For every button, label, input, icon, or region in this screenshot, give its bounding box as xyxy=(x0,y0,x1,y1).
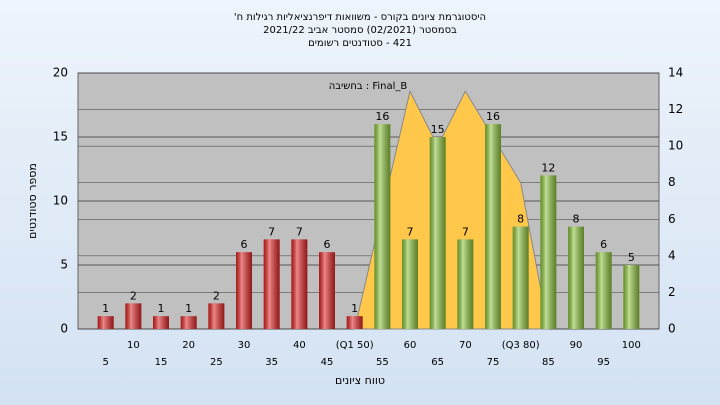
y-tick-label: 5 xyxy=(60,258,68,272)
value-label: 5 xyxy=(628,251,635,264)
x-tick-label: 35 xyxy=(265,357,278,368)
bar-shine xyxy=(180,316,197,329)
bar-shine xyxy=(319,252,335,329)
y2-tick-label: 8 xyxy=(668,175,676,189)
y2-tick-label: 12 xyxy=(668,102,683,116)
title-line: היסטוגרמת ציונים בקורס - משוואות דיפרנצי… xyxy=(234,12,486,23)
annotation: בחשיבה : Final_B xyxy=(329,81,408,92)
bar-shine xyxy=(512,226,529,329)
title-line: 421 - סטודנטים רשומים xyxy=(308,38,412,49)
value-label: 8 xyxy=(573,213,580,226)
value-label: 7 xyxy=(407,225,414,238)
x-tick-label: (Q3 80) xyxy=(502,340,540,351)
bar-shine xyxy=(153,316,169,329)
title-line: בסמסטר (02/2021) סמסטר אביב 2021/22 xyxy=(263,25,457,36)
bar-shine xyxy=(263,239,280,329)
x-tick-label: 10 xyxy=(127,340,140,351)
y2-tick-label: 14 xyxy=(668,66,683,80)
x-tick-label: 75 xyxy=(487,357,500,368)
value-label: 12 xyxy=(541,161,555,174)
x-tick-label: 85 xyxy=(542,357,555,368)
x-tick-label: 40 xyxy=(293,340,306,351)
bar-shine xyxy=(540,175,557,329)
value-label: 7 xyxy=(268,225,275,238)
x-tick-label: (Q1 50) xyxy=(336,340,374,351)
value-label: 6 xyxy=(600,238,607,251)
y-tick-label: 0 xyxy=(60,322,68,336)
value-label: 7 xyxy=(462,225,469,238)
bar-shine xyxy=(568,226,584,329)
value-label: 6 xyxy=(324,238,331,251)
x-tick-label: 15 xyxy=(155,357,168,368)
x-tick-label: 25 xyxy=(210,357,223,368)
bar-shine xyxy=(623,265,640,329)
y2-tick-label: 6 xyxy=(668,212,676,226)
x-tick-label: 95 xyxy=(597,357,610,368)
x-tick-label: 30 xyxy=(238,340,251,351)
value-label: 1 xyxy=(185,302,192,315)
y-axis-label: מספר סטודנטים xyxy=(26,163,39,239)
value-label: 1 xyxy=(158,302,165,315)
value-label: 6 xyxy=(241,238,248,251)
value-label: 2 xyxy=(213,289,220,302)
bar-shine xyxy=(346,316,363,329)
value-label: 7 xyxy=(296,225,303,238)
x-tick-label: 55 xyxy=(376,357,389,368)
bar-shine xyxy=(374,124,391,329)
bar-shine xyxy=(97,316,114,329)
y2-tick-label: 2 xyxy=(668,285,676,299)
x-tick-label: 100 xyxy=(622,340,641,351)
bar-shine xyxy=(125,303,142,329)
bar-shine xyxy=(485,124,501,329)
bar-shine xyxy=(208,303,225,329)
y2-tick-label: 10 xyxy=(668,139,683,153)
x-tick-label: 65 xyxy=(431,357,444,368)
value-label: 15 xyxy=(431,123,445,136)
value-label: 1 xyxy=(351,302,358,315)
plot: 0510152002468101214511021512012523063574… xyxy=(53,66,684,369)
y-tick-label: 10 xyxy=(53,194,68,208)
x-tick-label: 45 xyxy=(321,357,334,368)
x-tick-label: 90 xyxy=(570,340,583,351)
bar-shine xyxy=(429,137,446,329)
x-tick-label: 20 xyxy=(182,340,195,351)
y2-tick-label: 0 xyxy=(668,322,676,336)
bar-shine xyxy=(236,252,252,329)
bar-shine xyxy=(402,239,418,329)
y-tick-label: 20 xyxy=(53,66,68,80)
bar-shine xyxy=(457,239,474,329)
y2-tick-label: 4 xyxy=(668,248,676,262)
bar-shine xyxy=(291,239,308,329)
x-axis-label: טווח ציונים xyxy=(335,374,385,387)
y-tick-label: 15 xyxy=(53,130,68,144)
x-tick-label: 5 xyxy=(102,357,108,368)
value-label: 16 xyxy=(486,110,500,123)
bar-shine xyxy=(595,252,612,329)
value-label: 1 xyxy=(102,302,109,315)
value-label: 2 xyxy=(130,289,137,302)
x-tick-label: 60 xyxy=(404,340,417,351)
value-label: 16 xyxy=(375,110,389,123)
value-label: 8 xyxy=(517,213,524,226)
x-tick-label: 70 xyxy=(459,340,472,351)
